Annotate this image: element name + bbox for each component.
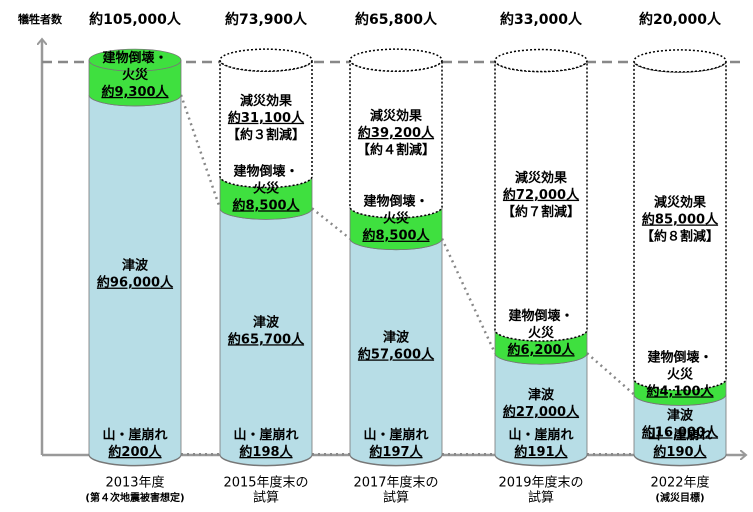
- bar-top: [219, 48, 313, 72]
- segment-label: 火災: [122, 68, 149, 83]
- connector: [440, 238, 497, 354]
- segment-label: 津波: [667, 407, 694, 423]
- segment-label: 減災効果: [654, 194, 706, 210]
- segment-label: 減災効果: [370, 108, 422, 124]
- value-label: 約65,700人: [228, 331, 305, 347]
- x-tick-label: 2017年度末の: [353, 475, 438, 491]
- segment-label: 建物倒壊・: [647, 349, 712, 365]
- total-label: 約20,000人: [639, 11, 722, 28]
- segment-label: 山・崖崩れ: [508, 427, 573, 443]
- value-label: 約8,500人: [232, 197, 300, 213]
- value-label: 約8,500人: [362, 228, 430, 244]
- segment-label: 津波: [122, 258, 149, 274]
- value-label: 約190人: [653, 444, 707, 460]
- value-label: 約72,000人: [503, 187, 580, 203]
- bar-top: [88, 48, 182, 72]
- x-tick-label: 試算: [383, 490, 409, 506]
- x-tick-label: 試算: [528, 490, 554, 506]
- segment-label: 減災効果: [515, 170, 567, 186]
- value-label: 約57,600人: [358, 346, 435, 362]
- segment-label: 火災: [253, 181, 280, 196]
- x-tick-label: 2013年度: [105, 475, 164, 491]
- total-label: 約65,800人: [355, 11, 438, 28]
- value-label: 約191人: [514, 444, 568, 460]
- segment-label: 山・崖崩れ: [233, 427, 298, 443]
- bar-segment: [219, 59, 313, 189]
- x-tick-label: 2015年度末の: [223, 475, 308, 491]
- segment-label: 山・崖崩れ: [363, 427, 428, 443]
- segment-label: 火災: [383, 212, 410, 227]
- connector: [179, 94, 222, 209]
- value-label: 約9,300人: [101, 84, 169, 100]
- bar-top: [349, 48, 443, 72]
- segment-label: 山・崖崩れ: [102, 427, 167, 443]
- x-tick-label: 試算: [253, 490, 279, 506]
- bar-segment: [349, 59, 443, 219]
- value-label: 約85,000人: [642, 211, 719, 227]
- segment-label: 【約４割減】: [357, 142, 435, 158]
- total-label: 約73,900人: [225, 11, 308, 28]
- connector: [311, 207, 351, 240]
- segment-label: 【約３割減】: [227, 127, 305, 143]
- value-label: 約27,000人: [503, 404, 580, 420]
- segment-label: 火災: [667, 367, 694, 382]
- value-label: 約200人: [108, 444, 162, 460]
- x-tick-label: (減災目標): [655, 491, 704, 504]
- value-label: 約31,100人: [228, 110, 305, 126]
- segment-label: 【約７割減】: [502, 204, 580, 220]
- total-label: 約105,000人: [89, 11, 182, 28]
- x-tick-label: 2022年度: [650, 475, 709, 491]
- value-label: 約16,000人: [642, 424, 719, 440]
- bar-top: [633, 49, 727, 73]
- x-tick-label: 2019年度末の: [498, 475, 583, 491]
- segment-label: 津波: [383, 329, 410, 345]
- value-label: 約197人: [369, 444, 423, 460]
- segment-label: 建物倒壊・: [508, 308, 573, 324]
- connector: [586, 352, 635, 396]
- segment-label: 建物倒壊・: [363, 194, 428, 210]
- segment-label: 山・崖崩れ: [647, 427, 712, 443]
- segment-label: 減災効果: [240, 93, 292, 109]
- segment-label: 【約８割減】: [641, 228, 719, 244]
- value-label: 約96,000人: [97, 275, 174, 291]
- value-label: 約198人: [239, 444, 293, 460]
- y-axis-label: 犠牲者数: [18, 12, 63, 26]
- value-label: 約39,200人: [358, 125, 435, 141]
- segment-label: 火災: [528, 326, 555, 341]
- segment-label: 津波: [528, 387, 555, 403]
- bar-top: [494, 48, 588, 73]
- segment-label: 建物倒壊・: [102, 50, 167, 66]
- value-label: 約4,100人: [646, 383, 714, 399]
- segment-label: 津波: [253, 314, 280, 330]
- total-label: 約33,000人: [500, 11, 583, 28]
- x-tick-label: (第４次地震被害想定): [85, 491, 184, 504]
- segment-label: 建物倒壊・: [233, 163, 298, 179]
- value-label: 約6,200人: [507, 342, 575, 358]
